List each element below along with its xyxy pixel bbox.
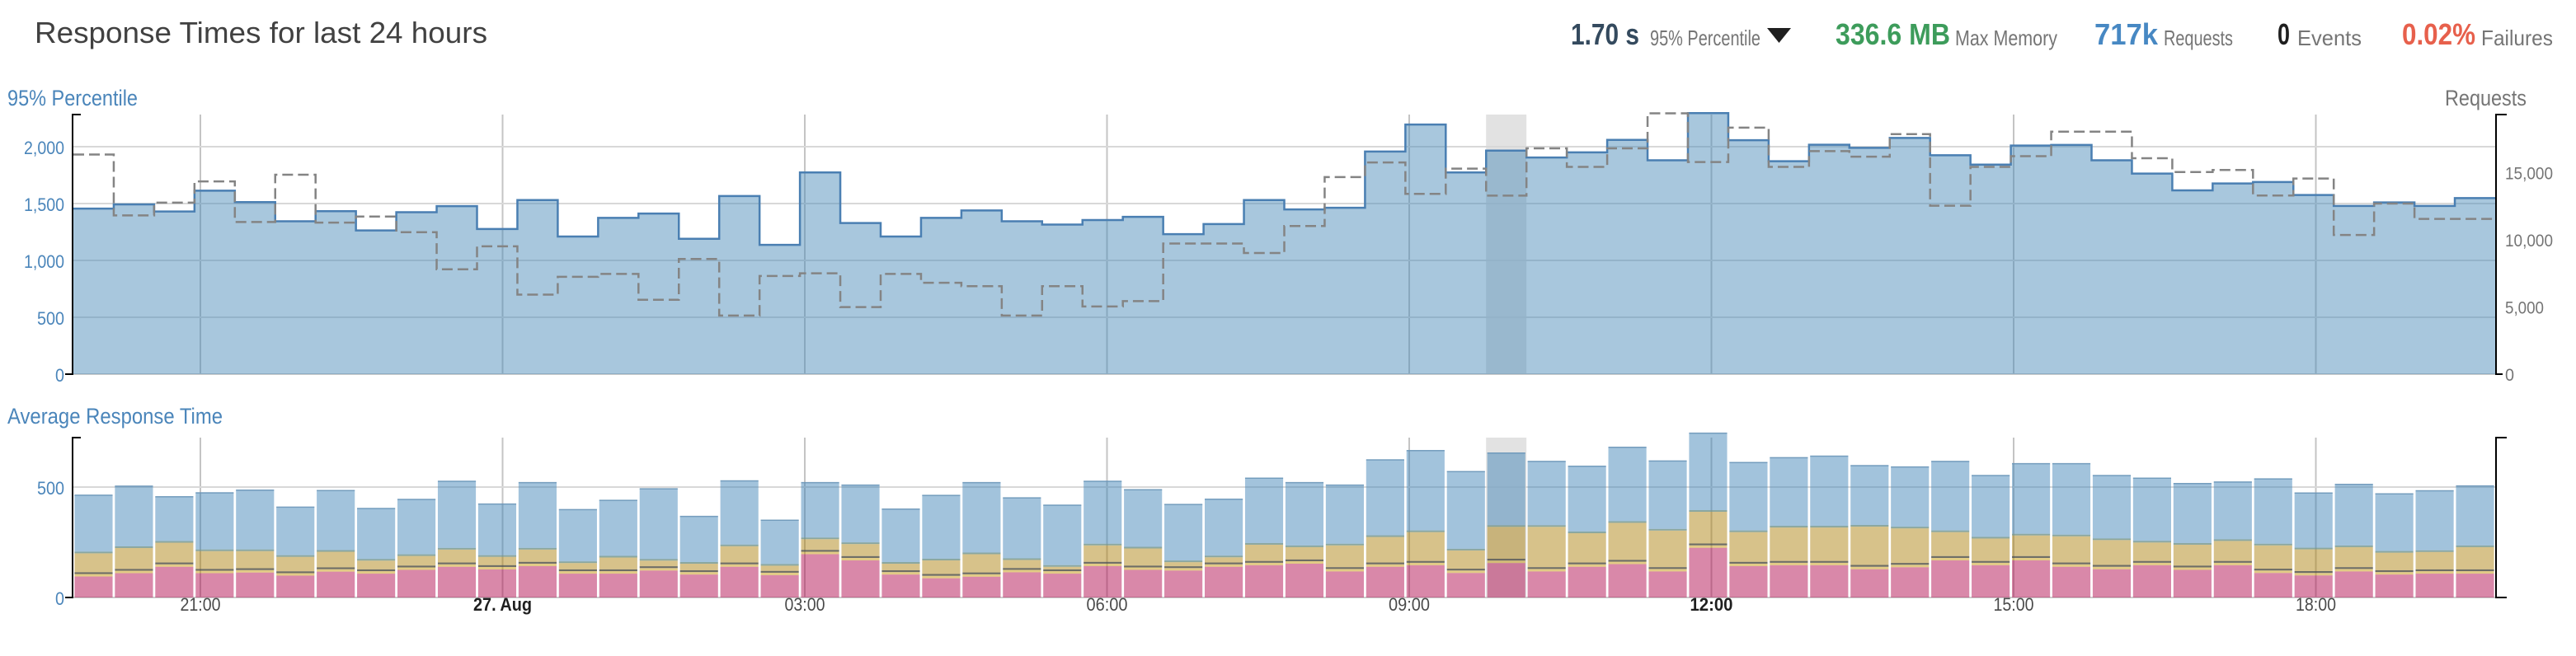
svg-text:0: 0 xyxy=(2505,366,2514,385)
svg-text:27. Aug: 27. Aug xyxy=(473,594,532,615)
svg-text:Requests: Requests xyxy=(2164,26,2233,50)
svg-text:1,000: 1,000 xyxy=(24,251,64,272)
svg-text:0: 0 xyxy=(55,365,64,386)
svg-text:Average Response Time: Average Response Time xyxy=(7,404,223,429)
svg-text:09:00: 09:00 xyxy=(1389,594,1430,615)
svg-text:Response Times for last 24 hou: Response Times for last 24 hours xyxy=(35,16,487,49)
svg-text:336.6 MB: 336.6 MB xyxy=(1836,17,1950,51)
svg-text:21:00: 21:00 xyxy=(181,594,221,615)
svg-text:0.02%: 0.02% xyxy=(2402,17,2475,51)
svg-text:1.70 s: 1.70 s xyxy=(1571,17,1639,51)
svg-text:Requests: Requests xyxy=(2445,86,2527,110)
svg-text:Events: Events xyxy=(2297,26,2362,50)
svg-text:0: 0 xyxy=(55,588,64,609)
svg-text:500: 500 xyxy=(37,308,64,329)
svg-text:95% Percentile: 95% Percentile xyxy=(1650,26,1760,50)
svg-text:06:00: 06:00 xyxy=(1087,594,1128,615)
svg-text:717k: 717k xyxy=(2094,17,2159,51)
svg-text:5,000: 5,000 xyxy=(2505,299,2544,318)
svg-text:Failures: Failures xyxy=(2481,26,2553,50)
svg-text:12:00: 12:00 xyxy=(1690,594,1733,615)
svg-text:500: 500 xyxy=(37,478,64,499)
svg-text:1,500: 1,500 xyxy=(24,194,64,215)
svg-text:2,000: 2,000 xyxy=(24,138,64,158)
svg-text:Max Memory: Max Memory xyxy=(1955,26,2057,50)
svg-text:95% Percentile: 95% Percentile xyxy=(7,86,138,110)
svg-text:18:00: 18:00 xyxy=(2296,594,2336,615)
svg-text:15:00: 15:00 xyxy=(1994,594,2034,615)
svg-text:15,000: 15,000 xyxy=(2505,165,2553,184)
svg-text:03:00: 03:00 xyxy=(785,594,825,615)
svg-text:0: 0 xyxy=(2278,17,2290,51)
svg-text:10,000: 10,000 xyxy=(2505,232,2553,251)
